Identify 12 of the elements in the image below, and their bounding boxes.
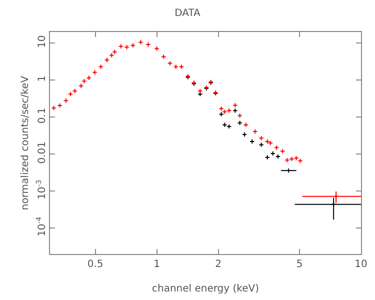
x-tick-label: 2 — [215, 259, 222, 270]
chart-title: DATA — [174, 8, 201, 19]
x-axis-title: channel energy (keV) — [152, 284, 260, 294]
x-tick-label: 0.5 — [87, 259, 104, 270]
y-tick-label: 0.1 — [37, 108, 48, 124]
y-tick-label: 10 — [37, 35, 48, 48]
x-tick-label: 5 — [296, 259, 303, 270]
y-axis-title: normalized counts/sec/keV — [20, 76, 31, 210]
y-tick-label: 1 — [37, 75, 48, 82]
y-tick-label: 0.01 — [37, 142, 48, 164]
x-tick-label: 1 — [154, 259, 160, 270]
x-tick-label: 10 — [354, 259, 368, 270]
